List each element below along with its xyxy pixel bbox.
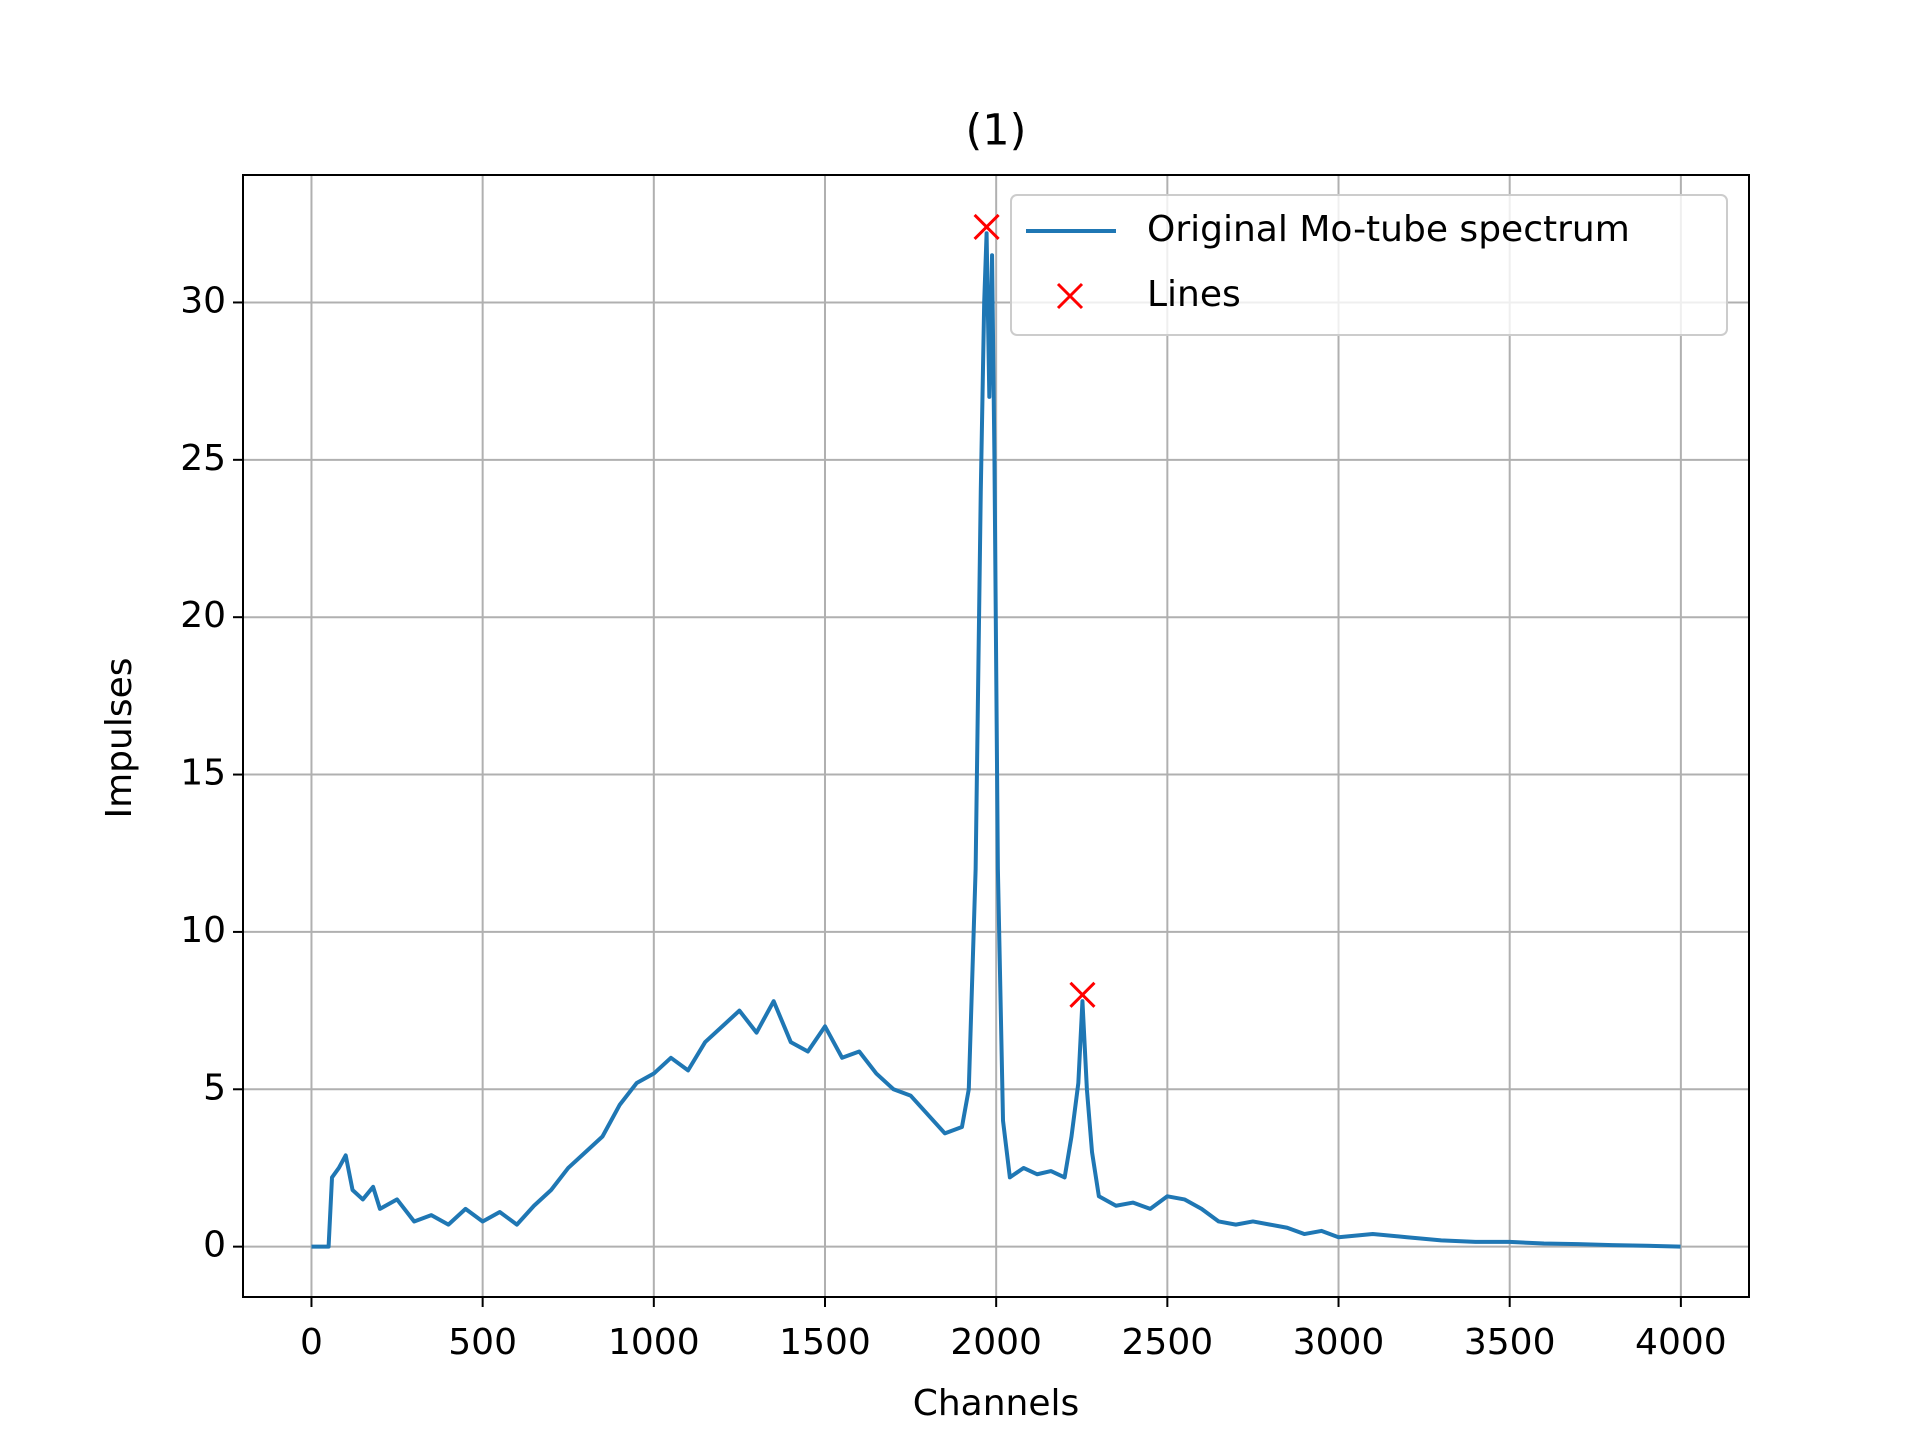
x-tick-label: 500 (448, 1322, 517, 1363)
legend-box (1010, 194, 1728, 336)
x-axis-label: Channels (913, 1383, 1080, 1424)
x-tick-label: 2500 (1122, 1322, 1214, 1363)
x-tick-label: 4000 (1635, 1322, 1727, 1363)
y-tick-label: 15 (180, 753, 226, 794)
y-tick-label: 5 (203, 1067, 226, 1108)
axes-frame (242, 174, 1750, 1298)
legend-label: Original Mo-tube spectrum (1147, 209, 1630, 250)
x-tick-label: 2000 (950, 1322, 1042, 1363)
y-tick-label: 20 (180, 595, 226, 636)
y-axis-label: Impulses (99, 657, 140, 818)
marker (973, 213, 1000, 240)
legend-label: Lines (1147, 274, 1241, 315)
marker (1069, 981, 1096, 1008)
x-tick-label: 1500 (779, 1322, 871, 1363)
x-tick-label: 3500 (1464, 1322, 1556, 1363)
y-tick-label: 10 (180, 910, 226, 951)
x-tick-label: 1000 (608, 1322, 700, 1363)
legend-marker (1056, 282, 1084, 310)
y-tick-label: 30 (180, 280, 226, 321)
x-tick-label: 3000 (1293, 1322, 1385, 1363)
chart-title: (1) (966, 106, 1027, 156)
data-line (311, 231, 1681, 1249)
y-tick-label: 0 (203, 1225, 226, 1266)
y-tick-label: 25 (180, 438, 226, 479)
x-tick-label: 0 (300, 1322, 323, 1363)
